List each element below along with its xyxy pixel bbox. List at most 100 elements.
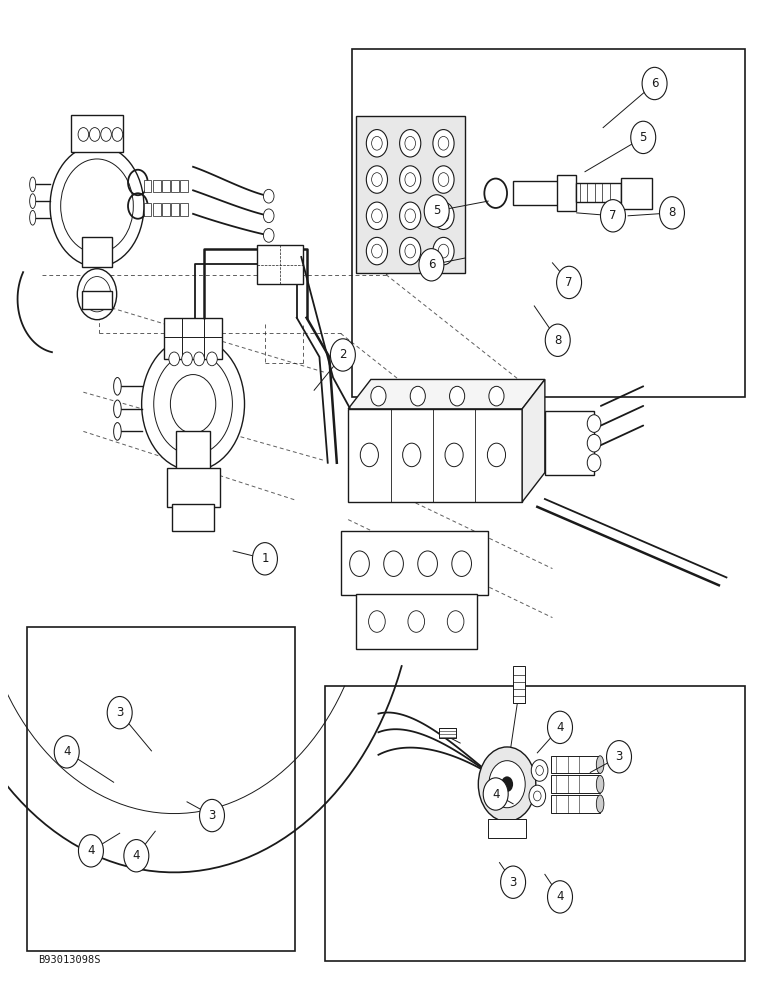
- Circle shape: [77, 269, 117, 320]
- Text: 3: 3: [510, 876, 516, 889]
- Ellipse shape: [113, 400, 121, 418]
- Circle shape: [424, 195, 449, 227]
- Bar: [144, 203, 151, 216]
- Circle shape: [408, 611, 425, 632]
- Bar: [551, 756, 600, 773]
- Text: 3: 3: [116, 706, 124, 719]
- Circle shape: [433, 237, 454, 265]
- Text: 3: 3: [615, 750, 623, 763]
- Ellipse shape: [29, 194, 36, 208]
- Circle shape: [631, 121, 655, 154]
- Circle shape: [124, 840, 149, 872]
- Circle shape: [78, 128, 89, 141]
- Circle shape: [452, 551, 472, 576]
- Ellipse shape: [596, 795, 604, 813]
- Circle shape: [607, 741, 631, 773]
- Circle shape: [79, 835, 103, 867]
- Text: 5: 5: [639, 131, 647, 144]
- Text: 4: 4: [557, 721, 564, 734]
- Bar: [167, 468, 219, 507]
- Text: 6: 6: [651, 77, 659, 90]
- Circle shape: [263, 229, 274, 242]
- Circle shape: [433, 130, 454, 157]
- Text: 3: 3: [208, 809, 215, 822]
- Bar: [153, 203, 161, 216]
- Circle shape: [400, 202, 421, 230]
- Circle shape: [400, 130, 421, 157]
- Circle shape: [199, 799, 225, 832]
- Bar: [326, 686, 745, 961]
- Text: 4: 4: [87, 844, 95, 857]
- Circle shape: [433, 166, 454, 193]
- Polygon shape: [348, 379, 545, 409]
- Ellipse shape: [113, 377, 121, 395]
- Bar: [488, 818, 526, 838]
- Circle shape: [361, 443, 378, 467]
- Text: B93013098S: B93013098S: [38, 955, 100, 965]
- Circle shape: [545, 324, 571, 356]
- Circle shape: [330, 339, 355, 371]
- Circle shape: [367, 202, 388, 230]
- Polygon shape: [348, 409, 522, 502]
- Bar: [551, 795, 600, 813]
- Text: 5: 5: [433, 204, 440, 217]
- Bar: [153, 180, 161, 192]
- Circle shape: [547, 711, 573, 744]
- Circle shape: [263, 209, 274, 223]
- Circle shape: [489, 761, 525, 808]
- Circle shape: [169, 352, 179, 366]
- Circle shape: [141, 337, 245, 471]
- Text: 6: 6: [428, 258, 435, 271]
- Circle shape: [410, 386, 425, 406]
- Circle shape: [557, 266, 581, 299]
- Bar: [177, 431, 210, 471]
- Bar: [70, 115, 124, 152]
- Circle shape: [384, 551, 404, 576]
- Circle shape: [50, 145, 144, 267]
- Circle shape: [367, 130, 388, 157]
- Bar: [545, 411, 594, 475]
- Circle shape: [371, 386, 386, 406]
- Bar: [162, 180, 170, 192]
- Circle shape: [419, 249, 444, 281]
- Circle shape: [112, 128, 123, 141]
- Bar: [162, 203, 170, 216]
- Bar: [576, 183, 621, 202]
- Circle shape: [601, 200, 625, 232]
- Circle shape: [445, 443, 463, 467]
- Circle shape: [263, 189, 274, 203]
- Text: 4: 4: [133, 849, 140, 862]
- Text: 2: 2: [339, 348, 347, 361]
- Ellipse shape: [29, 177, 36, 192]
- Circle shape: [547, 881, 573, 913]
- Circle shape: [447, 611, 464, 632]
- Bar: [144, 180, 151, 192]
- Bar: [513, 181, 558, 205]
- Text: 4: 4: [557, 890, 564, 903]
- Bar: [82, 291, 112, 309]
- Bar: [621, 178, 652, 209]
- Circle shape: [449, 386, 465, 406]
- Circle shape: [479, 747, 536, 821]
- Bar: [340, 531, 488, 595]
- Circle shape: [489, 386, 504, 406]
- Text: 8: 8: [554, 334, 561, 347]
- Bar: [356, 594, 477, 649]
- Circle shape: [400, 237, 421, 265]
- Bar: [26, 627, 295, 951]
- Bar: [551, 775, 600, 793]
- Circle shape: [101, 128, 111, 141]
- Circle shape: [400, 166, 421, 193]
- Ellipse shape: [113, 423, 121, 440]
- Circle shape: [107, 696, 132, 729]
- Bar: [82, 237, 112, 267]
- Bar: [172, 504, 215, 531]
- Text: 4: 4: [63, 745, 70, 758]
- Bar: [180, 203, 188, 216]
- Bar: [439, 728, 455, 738]
- Circle shape: [433, 202, 454, 230]
- Bar: [171, 203, 178, 216]
- Circle shape: [367, 237, 388, 265]
- Text: 1: 1: [261, 552, 269, 565]
- Text: 7: 7: [609, 209, 617, 222]
